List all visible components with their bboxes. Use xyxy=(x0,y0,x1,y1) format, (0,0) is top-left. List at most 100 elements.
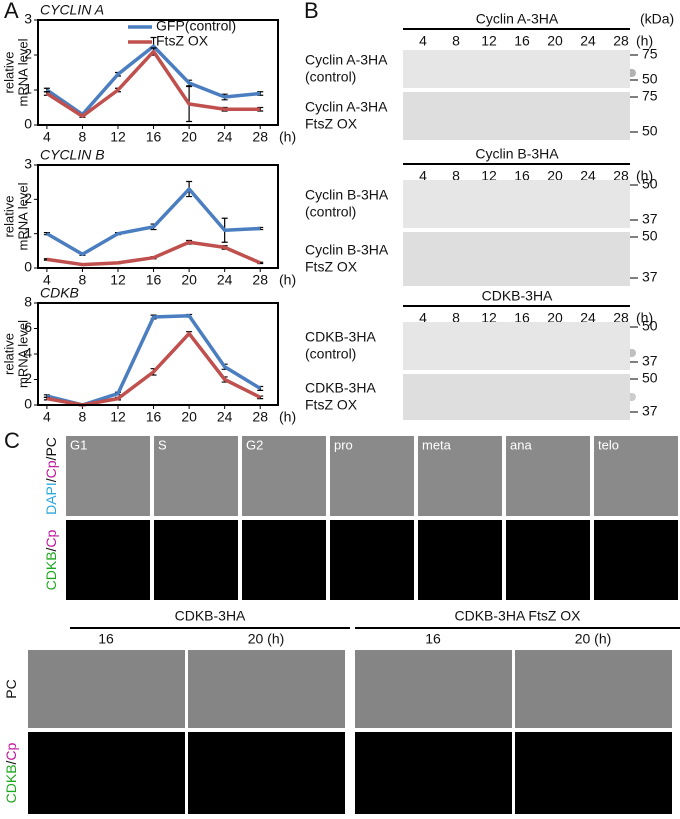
micrograph xyxy=(154,520,238,600)
row-label: FtsZ OX xyxy=(305,116,358,132)
lane-label: 20 xyxy=(547,168,563,184)
stage-label: S xyxy=(158,437,167,452)
micrograph xyxy=(242,520,326,600)
y-axis-label: relative xyxy=(1,52,16,94)
y-axis-label: relative xyxy=(1,196,16,238)
label-part: /PC xyxy=(43,437,59,460)
label-part: / xyxy=(43,478,59,482)
label-part: / xyxy=(3,760,19,764)
row-label: DAPI/Cp/PC xyxy=(43,437,59,515)
blot-image xyxy=(403,92,630,140)
marker-label: 37 xyxy=(642,211,658,227)
stage-label: telo xyxy=(598,437,619,452)
micrograph xyxy=(355,650,512,728)
x-tick-label: 28 xyxy=(252,272,268,288)
y-tick-label: 0 xyxy=(24,259,32,275)
plot-frame xyxy=(37,302,279,406)
marker-label: 50 xyxy=(642,370,658,386)
marker-label: 37 xyxy=(642,269,658,285)
micrograph xyxy=(330,436,414,516)
stage-label: G1 xyxy=(70,437,87,452)
lane-label: 8 xyxy=(452,33,460,49)
x-tick-label: 8 xyxy=(79,129,87,145)
lane-label: 20 xyxy=(547,33,563,49)
series-line xyxy=(46,240,261,267)
series-line xyxy=(45,44,261,117)
x-tick-label: 12 xyxy=(110,129,126,145)
row-label: FtsZ OX xyxy=(305,397,358,413)
stage-label: ana xyxy=(510,437,532,452)
y-tick-label: 1 xyxy=(24,224,32,240)
y-tick-label: 2 xyxy=(24,46,32,62)
lane-label: 16 xyxy=(514,310,530,326)
x-tick-label: 28 xyxy=(252,409,268,425)
lane-label: 4 xyxy=(419,33,427,49)
row-label: (control) xyxy=(305,204,356,220)
strain-label: CDKB-3HA xyxy=(175,608,246,624)
row-label: CDKB/Cp xyxy=(3,742,19,803)
x-tick-label: 16 xyxy=(146,129,162,145)
series-line xyxy=(45,49,261,118)
lane-label: 24 xyxy=(580,33,596,49)
x-tick-label: 12 xyxy=(110,272,126,288)
blot-image xyxy=(403,322,630,370)
label-part: Cp xyxy=(3,742,19,760)
lane-label: 28 xyxy=(613,168,629,184)
micrograph xyxy=(515,732,672,814)
marker-label: 37 xyxy=(642,353,658,369)
row-label: CDKB-3HA xyxy=(305,329,376,345)
y-tick-label: 2 xyxy=(24,190,32,206)
x-tick-label: 20 xyxy=(181,409,197,425)
row-label: Cyclin B-3HA xyxy=(305,242,389,258)
label-part: CDKB xyxy=(3,764,19,803)
micrograph xyxy=(418,436,502,516)
y-tick-label: 0 xyxy=(24,396,32,412)
legend-label: GFP(control) xyxy=(156,18,236,34)
label-part: Cp xyxy=(43,460,59,478)
chart-title: CYCLIN B xyxy=(40,147,105,163)
lane-label: 28 xyxy=(613,310,629,326)
lane-label: 12 xyxy=(481,33,497,49)
lane-label: 16 xyxy=(514,168,530,184)
x-unit: (h) xyxy=(279,129,296,145)
blot-image xyxy=(403,374,630,420)
time-label: 16 xyxy=(98,631,114,647)
stage-label: G2 xyxy=(246,437,263,452)
x-tick-label: 24 xyxy=(217,129,233,145)
lane-label: 8 xyxy=(452,168,460,184)
row-label: PC xyxy=(3,679,19,698)
legend-label: FtsZ OX xyxy=(156,33,209,49)
marker-label: 50 xyxy=(642,176,658,192)
y-tick-label: 8 xyxy=(24,294,32,310)
plot-frame xyxy=(37,19,279,126)
plot-frame xyxy=(37,164,279,269)
label-part: PC xyxy=(3,679,19,698)
y-tick-label: 3 xyxy=(24,11,32,27)
y-tick-label: 1 xyxy=(24,81,32,97)
lane-label: 24 xyxy=(580,310,596,326)
marker-label: 50 xyxy=(642,228,658,244)
x-tick-label: 24 xyxy=(217,272,233,288)
micrograph xyxy=(594,436,678,516)
row-label: (control) xyxy=(305,69,356,85)
blot-image xyxy=(403,180,630,228)
lane-unit: (h) xyxy=(636,310,653,326)
marker-label: 50 xyxy=(642,123,658,139)
micrograph xyxy=(506,436,590,516)
y-tick-label: 2 xyxy=(24,370,32,386)
x-tick-label: 4 xyxy=(43,272,51,288)
series-line xyxy=(46,187,261,257)
x-tick-label: 20 xyxy=(181,272,197,288)
chart-title: CDKB xyxy=(40,285,79,301)
time-label: 16 xyxy=(425,631,441,647)
blot-title: CDKB-3HA xyxy=(482,288,553,304)
lane-label: 12 xyxy=(481,168,497,184)
y-tick-label: 3 xyxy=(24,156,32,172)
x-tick-label: 8 xyxy=(79,409,87,425)
blot-image xyxy=(403,232,630,286)
row-label: Cyclin B-3HA xyxy=(305,187,389,203)
y-tick-label: 4 xyxy=(24,345,32,361)
label-part: / xyxy=(43,547,59,551)
stage-label: meta xyxy=(422,437,452,452)
